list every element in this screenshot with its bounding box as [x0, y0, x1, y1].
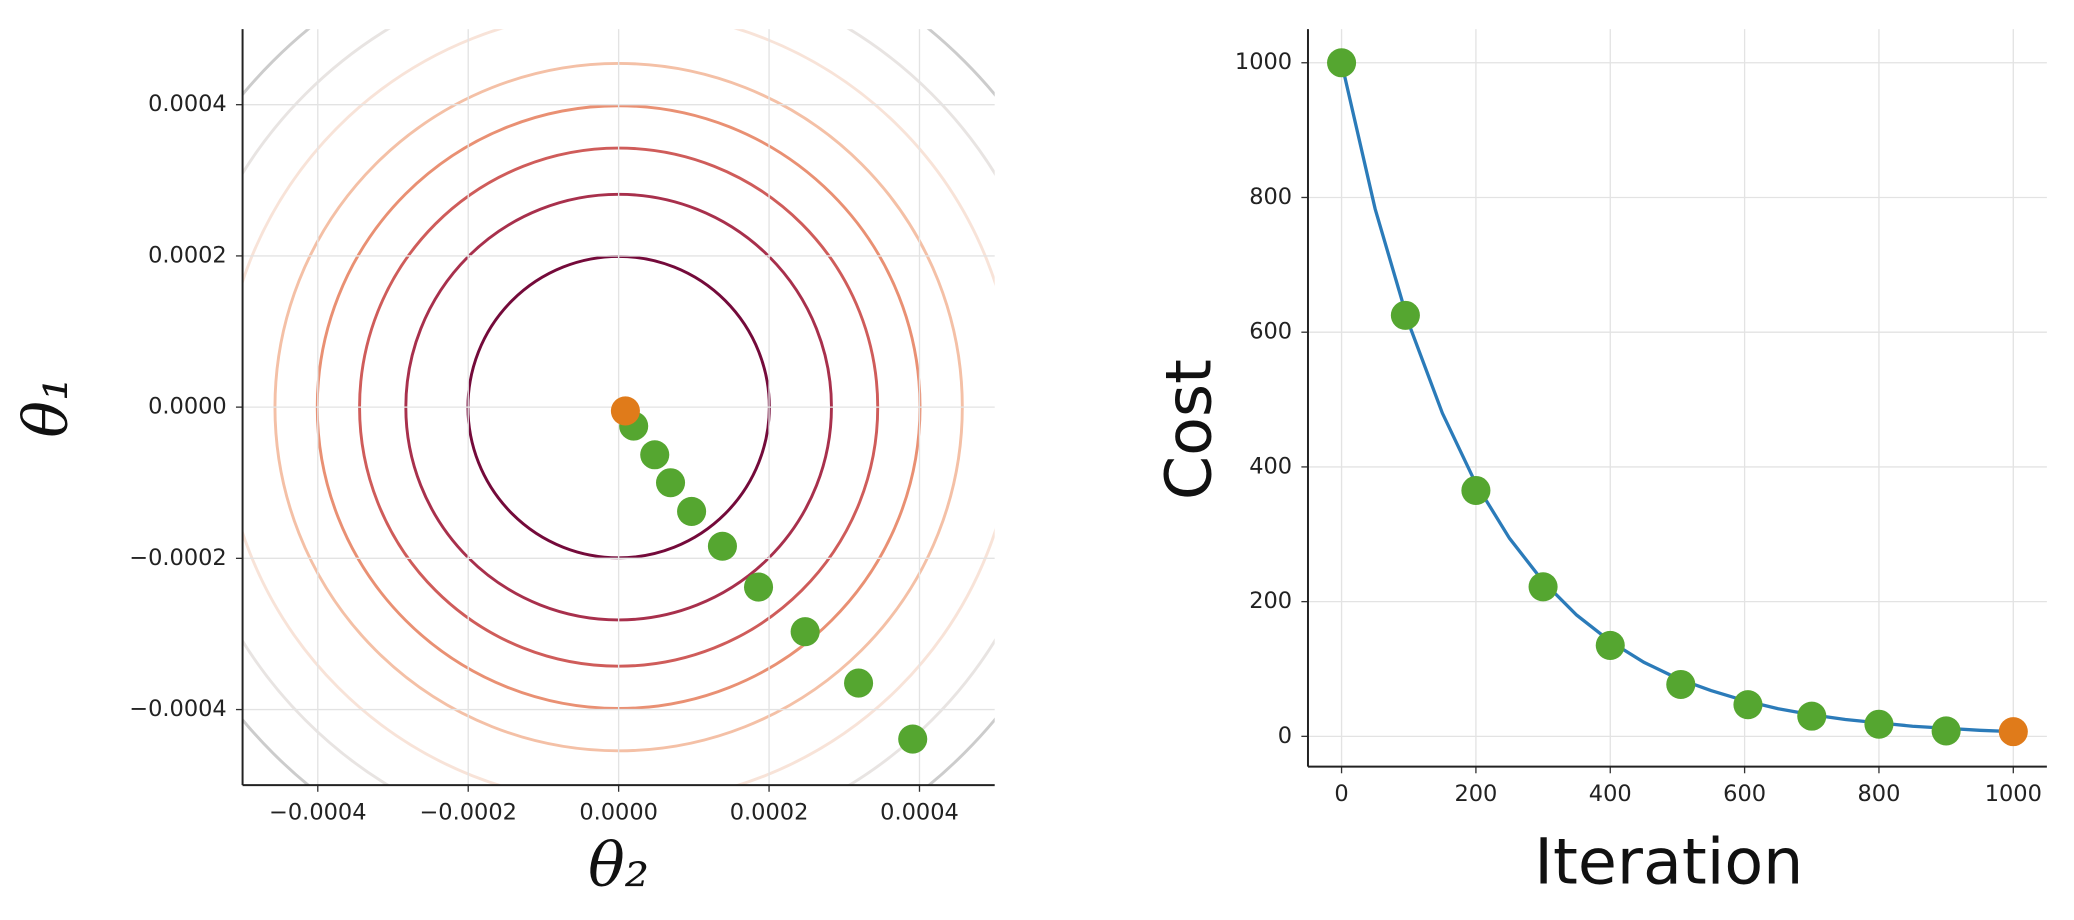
x-tick-label: 0.0004	[880, 799, 959, 825]
point	[1864, 709, 1894, 739]
point	[844, 668, 874, 698]
x-tick-label: −0.0004	[269, 799, 366, 825]
cost-line	[1339, 62, 2014, 734]
contour	[0, 0, 1247, 920]
y-tick-label: 0.0004	[148, 91, 227, 117]
point	[1461, 475, 1491, 506]
x-tick-label: 1000	[1985, 781, 2042, 807]
y-tick-label: −0.0004	[129, 696, 226, 722]
point	[677, 496, 707, 527]
x-tick-label: 400	[1589, 781, 1632, 807]
y-tick-label: 400	[1249, 453, 1292, 479]
x-tick-label: 0	[1334, 781, 1348, 807]
point	[790, 617, 820, 647]
y-tick-label: 200	[1249, 588, 1292, 614]
x-tick-label: 200	[1454, 781, 1497, 807]
y-tick-label: 0.0002	[148, 242, 227, 268]
y-tick-label: 0.0000	[148, 394, 227, 420]
point	[1797, 701, 1827, 731]
point	[1998, 717, 2028, 747]
point	[898, 724, 928, 754]
point	[1327, 48, 1357, 78]
point	[1931, 716, 1961, 746]
point	[655, 468, 686, 498]
point	[1733, 690, 1763, 720]
point	[1528, 572, 1558, 602]
y-tick-label: 600	[1249, 319, 1292, 345]
contour	[0, 0, 1280, 920]
point	[1666, 669, 1696, 700]
point	[1595, 630, 1625, 660]
point	[1390, 300, 1420, 330]
x-tick-label: 0.0000	[579, 799, 658, 825]
y-tick-label: −0.0002	[129, 545, 226, 571]
x-axis-label: θ₂	[588, 831, 649, 901]
y-tick-label: 0	[1278, 723, 1292, 749]
x-tick-label: 600	[1723, 781, 1766, 807]
x-tick-label: 800	[1858, 781, 1901, 807]
x-tick-label: 0.0002	[730, 799, 809, 825]
y-axis-label: θ₁	[12, 377, 82, 438]
y-axis-label: Cost	[1152, 359, 1226, 500]
y-tick-label: 800	[1249, 184, 1292, 210]
x-tick-label: −0.0002	[419, 799, 516, 825]
point	[610, 396, 640, 426]
point	[707, 531, 737, 561]
x-axis-label: Iteration	[1534, 824, 1803, 898]
point	[640, 440, 670, 470]
point	[743, 572, 774, 602]
y-tick-label: 1000	[1235, 49, 1292, 75]
